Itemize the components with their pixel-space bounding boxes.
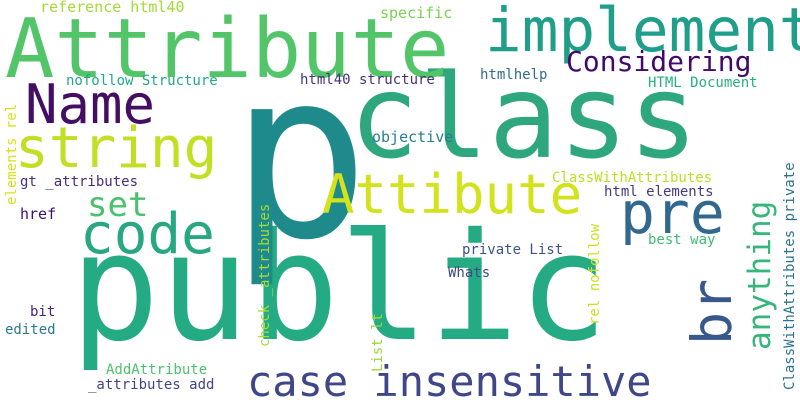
word-attributes-add: _attributes add bbox=[88, 377, 215, 393]
word-classwithattributes-private: ClassWithAttributes private bbox=[782, 162, 798, 390]
word-implement: implement bbox=[485, 0, 800, 66]
word-whats: Whats bbox=[448, 265, 491, 281]
word-case-insensitive: case insensitive bbox=[247, 357, 652, 400]
word-public: public bbox=[70, 202, 609, 375]
word-p: p bbox=[230, 21, 370, 291]
word-check-attributes: check _attributes bbox=[257, 203, 273, 347]
word-specific: specific bbox=[380, 4, 453, 22]
word-elements-rel: elements rel bbox=[4, 103, 20, 205]
word-htmlhelp: htmlhelp bbox=[480, 67, 548, 83]
word-private-list: private List bbox=[462, 242, 564, 258]
word-attribute: Attribute bbox=[5, 2, 450, 97]
word-br: br bbox=[680, 278, 744, 345]
word-attibute: Attibute bbox=[322, 163, 583, 226]
word-anything: anything bbox=[742, 200, 778, 350]
word-addattribute: AddAttribute bbox=[106, 362, 208, 378]
word-string: string bbox=[15, 116, 218, 181]
word-name: Name bbox=[25, 73, 156, 136]
word-considering: Considering bbox=[566, 45, 752, 78]
word-objective: objective bbox=[372, 128, 454, 146]
word-html40-structure: html40 structure bbox=[300, 72, 435, 88]
word-reference-html40: reference html40 bbox=[40, 0, 185, 16]
word-rel-nofollow: rel nofollow bbox=[587, 223, 603, 325]
word-gt-attributes: gt _attributes bbox=[20, 174, 139, 190]
word-html-document: HTML Document bbox=[648, 75, 758, 91]
word-set: set bbox=[87, 185, 149, 225]
word-href: href bbox=[20, 205, 57, 223]
word-bit: bit bbox=[30, 304, 56, 320]
word-classwithattributes: ClassWithAttributes bbox=[552, 170, 713, 186]
word-list-lt: List lt bbox=[370, 312, 386, 372]
word-edited: edited bbox=[5, 322, 56, 338]
word-class: class bbox=[349, 50, 699, 185]
word-nofollow-structure: nofollow Structure bbox=[66, 73, 218, 89]
word-best-way: best way bbox=[648, 232, 716, 248]
word-html-elements: html elements bbox=[604, 184, 714, 200]
word-pre: pre bbox=[620, 179, 725, 247]
word-code: code bbox=[80, 202, 215, 267]
